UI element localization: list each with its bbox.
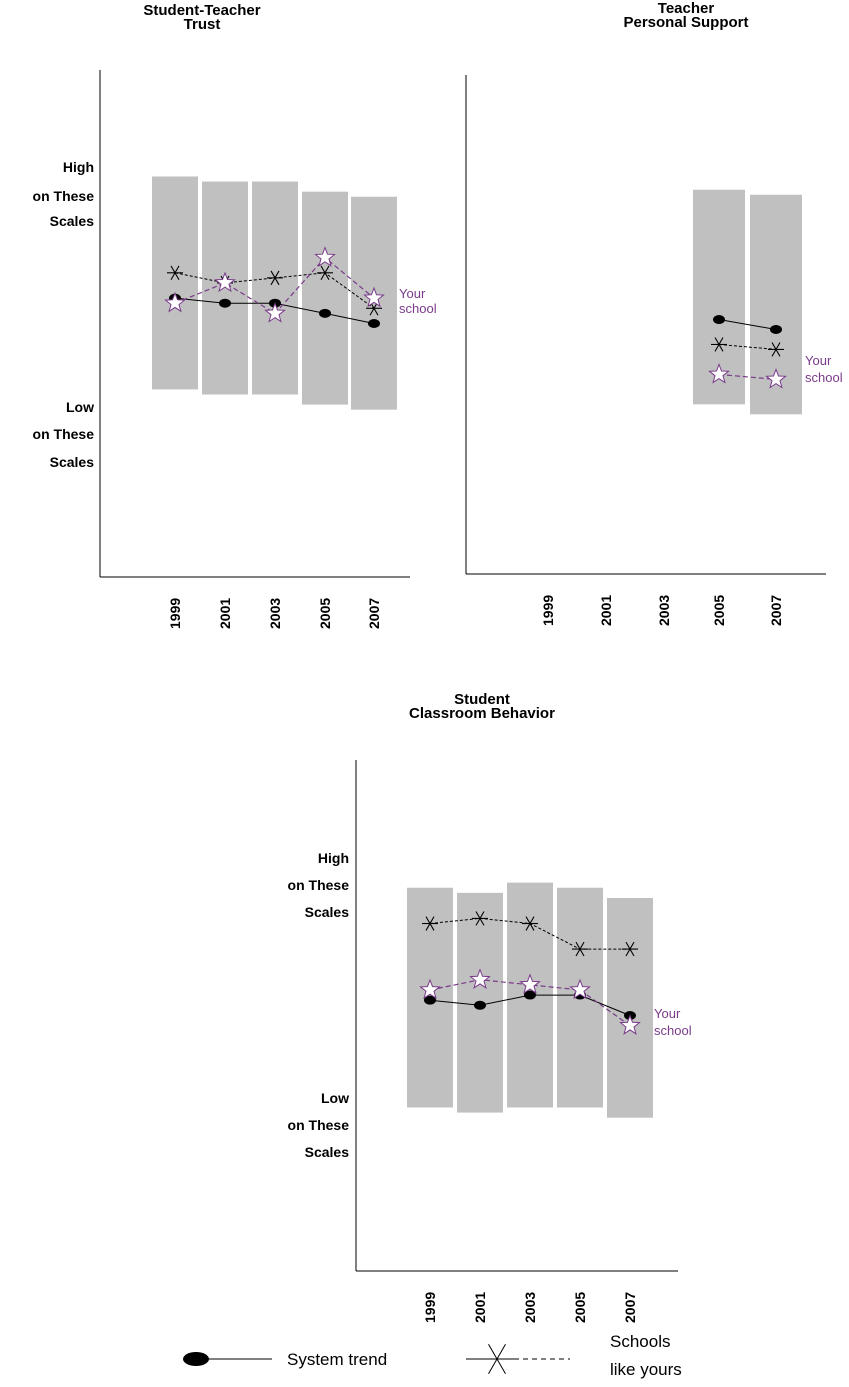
series-point-system	[770, 324, 782, 334]
chart-0-title-line: Trust	[184, 16, 221, 33]
series-point-your-school	[264, 301, 286, 323]
asterisk-stroke	[625, 941, 635, 957]
series-point-similar	[711, 337, 727, 352]
asterisk-stroke	[488, 1344, 506, 1374]
series-point-similar	[317, 265, 333, 281]
chart-2-title-line: Student	[454, 691, 510, 708]
series-line-your_school	[429, 979, 631, 1027]
chart-0-title-line: Student-Teacher	[143, 2, 260, 19]
x-tick-label: 1999	[422, 1292, 438, 1323]
y-label-high: Scales	[50, 213, 95, 229]
x-tick-label: 1999	[540, 595, 556, 626]
y-label-low: Scales	[50, 454, 95, 470]
x-tick-label: 2003	[656, 595, 672, 626]
x-tick-label: 2001	[217, 598, 233, 629]
series-point-system	[219, 298, 231, 308]
legend-system-marker	[183, 1352, 209, 1366]
series-point-system	[368, 319, 380, 328]
y-label-low: Low	[321, 1090, 349, 1106]
asterisk-stroke	[475, 911, 485, 926]
series-point-your-school	[569, 978, 591, 1000]
series-point-similar	[622, 941, 638, 957]
x-tick-label: 2003	[522, 1292, 538, 1323]
series-point-your-school	[314, 246, 336, 267]
series-point-system	[424, 995, 436, 1005]
asterisk-stroke	[771, 342, 781, 357]
legend-similar-label: Schools	[610, 1332, 670, 1351]
x-tick-label: 2005	[711, 595, 727, 626]
series-line-your_school	[718, 373, 777, 380]
asterisk-stroke	[525, 916, 535, 931]
series-point-your-school	[164, 291, 186, 313]
x-tick-label: 2001	[598, 595, 614, 626]
series-point-your-school	[214, 271, 236, 293]
x-tick-label: 1999	[167, 598, 183, 629]
y-label-high: on These	[288, 877, 350, 893]
series-point-your-school	[708, 362, 730, 384]
x-tick-label: 2007	[768, 595, 784, 626]
series-point-similar	[267, 270, 283, 286]
series-point-your-school	[765, 367, 787, 389]
series-point-your-school	[419, 978, 441, 1000]
range-band	[351, 196, 397, 410]
y-label-low: on These	[288, 1117, 350, 1133]
y-label-low: on These	[33, 426, 95, 442]
range-band	[252, 181, 298, 395]
legend-similar-marker	[480, 1344, 514, 1374]
series-point-similar	[472, 911, 488, 926]
chart-1-title-line: Teacher	[658, 0, 715, 17]
y-label-low: Low	[66, 399, 94, 415]
range-band	[202, 181, 248, 395]
y-label-high: Scales	[305, 904, 350, 920]
asterisk-stroke	[575, 941, 585, 957]
y-label-high: on These	[33, 188, 95, 204]
asterisk-stroke	[320, 265, 330, 281]
series-point-system	[524, 990, 536, 1000]
asterisk-stroke	[270, 270, 280, 286]
series-point-system	[713, 315, 725, 325]
your-school-label: Your	[654, 1006, 681, 1021]
x-tick-label: 2007	[622, 1292, 638, 1323]
legend-system-label: System trend	[287, 1350, 387, 1369]
x-tick-label: 2003	[267, 598, 283, 629]
series-point-your-school	[363, 286, 385, 308]
series-point-similar	[422, 916, 438, 931]
y-label-low: Scales	[305, 1144, 350, 1160]
asterisk-stroke	[714, 337, 724, 352]
series-point-similar	[572, 941, 588, 957]
x-tick-label: 2007	[366, 598, 382, 629]
asterisk-stroke	[425, 916, 435, 931]
chart-2-title-line: Classroom Behavior	[409, 705, 555, 722]
series-point-similar	[167, 265, 183, 281]
legend-similar-label: like yours	[610, 1360, 682, 1379]
series-point-your-school	[519, 973, 541, 995]
range-band	[607, 897, 653, 1118]
asterisk-stroke	[170, 265, 180, 281]
x-tick-label: 2005	[572, 1292, 588, 1323]
your-school-label: school	[805, 370, 843, 385]
series-point-similar	[768, 342, 784, 357]
x-tick-label: 2001	[472, 1292, 488, 1323]
series-point-your-school	[619, 1014, 641, 1035]
series-point-your-school	[469, 968, 491, 989]
your-school-label: Your	[399, 286, 426, 301]
series-point-system	[319, 308, 331, 318]
y-label-high: High	[63, 159, 94, 175]
your-school-label: Your	[805, 353, 832, 368]
series-point-system	[474, 1000, 486, 1010]
your-school-label: school	[654, 1023, 692, 1038]
chart-1-title-line: Personal Support	[623, 14, 748, 31]
y-label-high: High	[318, 850, 349, 866]
range-band	[152, 176, 198, 390]
range-band	[302, 191, 348, 405]
series-line-system	[718, 319, 777, 330]
series-point-similar	[522, 916, 538, 931]
series-line-similar	[718, 344, 777, 350]
your-school-label: school	[399, 301, 437, 316]
x-tick-label: 2005	[317, 598, 333, 629]
